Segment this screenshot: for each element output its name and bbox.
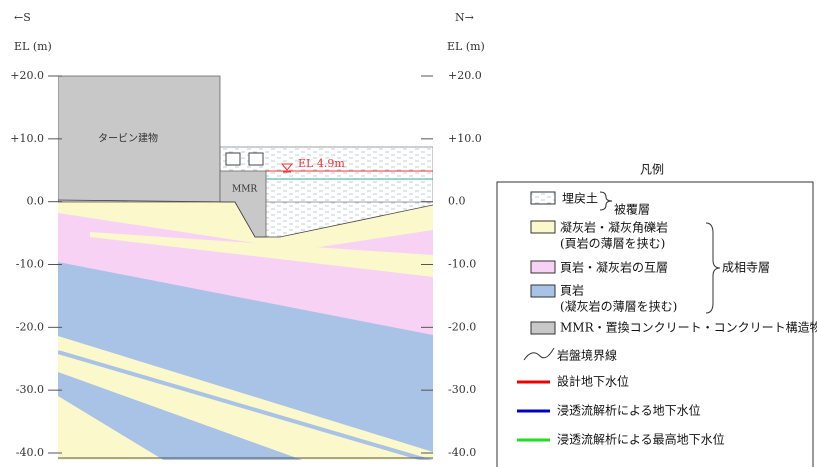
swatch-concrete	[530, 321, 556, 335]
legend-label: 設計地下水位	[557, 374, 629, 389]
legend-label: (頁岩の薄層を挟む)	[560, 236, 665, 251]
y-tick-label: -30.0	[16, 383, 44, 396]
legend-label: 岩盤境界線	[557, 348, 617, 363]
y-tick-label: +20.0	[448, 69, 482, 82]
tuff-layer	[58, 336, 433, 460]
legend-label: 凝灰岩・凝灰角礫岩	[560, 220, 668, 235]
axis-title: EL (m)	[14, 40, 52, 53]
water-symbol	[280, 163, 294, 173]
legend-label: 浸透流解析による最高地下水位	[557, 432, 725, 447]
swatch-alternation	[530, 260, 556, 274]
swatch-tuff	[530, 220, 556, 234]
water-level-label: EL 4.9m	[298, 157, 345, 170]
legend-group: 成相寺層	[722, 261, 770, 275]
y-tick-label: -10.0	[448, 258, 476, 271]
tuff-layer	[58, 200, 433, 250]
legend-group: 被覆層	[614, 203, 650, 217]
shale-band	[58, 350, 433, 460]
y-tick-label: 0.0	[27, 195, 45, 208]
turbine-building	[58, 75, 221, 203]
north-label: N→	[455, 11, 474, 24]
brace	[599, 191, 613, 211]
y-tick-label: +10.0	[10, 132, 44, 145]
legend-label: 頁岩・凝灰岩の互層	[560, 260, 668, 275]
legend-label: 浸透流解析による地下水位	[557, 403, 701, 418]
legend-label: MMR・置換コンクリート・コンクリート構造物	[560, 321, 817, 335]
legend-label: (凝灰岩の薄層を挟む)	[560, 299, 677, 314]
y-tick-label: -20.0	[448, 320, 476, 333]
legend-box	[496, 181, 814, 467]
backfill	[266, 202, 433, 237]
legend-label: 埋戻土	[562, 192, 598, 206]
y-tick-label: -20.0	[16, 320, 44, 333]
legend: 凡例 埋戻土 被覆層 凝灰岩・凝灰角礫岩 (頁岩の薄層を挟む) 頁岩・凝灰岩の互…	[496, 163, 817, 467]
tuff-layer	[58, 396, 164, 460]
y-tick-label: +20.0	[10, 69, 44, 82]
south-label: ←S	[14, 11, 31, 24]
swatch-shale	[530, 284, 556, 298]
legend-label: 頁岩	[560, 283, 584, 298]
y-tick-label: -30.0	[448, 383, 476, 396]
axis-title: EL (m)	[447, 40, 485, 53]
y-tick-label: +10.0	[448, 132, 482, 145]
tuff-layer	[90, 232, 433, 277]
y-tick-label: -40.0	[16, 446, 44, 459]
mmr-label: MMR	[232, 185, 257, 195]
y-tick-label: -10.0	[16, 258, 44, 271]
rock-boundary	[58, 199, 433, 238]
swatch-rock-boundary	[523, 347, 555, 361]
duct	[248, 152, 264, 166]
building-label: タービン建物	[98, 132, 158, 145]
y-tick-label: -40.0	[448, 446, 476, 459]
brace	[705, 222, 721, 314]
section	[58, 75, 433, 460]
duct	[225, 152, 241, 166]
legend-title: 凡例	[640, 163, 664, 177]
swatch-backfill	[530, 191, 556, 205]
y-tick-label: 0.0	[448, 195, 466, 208]
